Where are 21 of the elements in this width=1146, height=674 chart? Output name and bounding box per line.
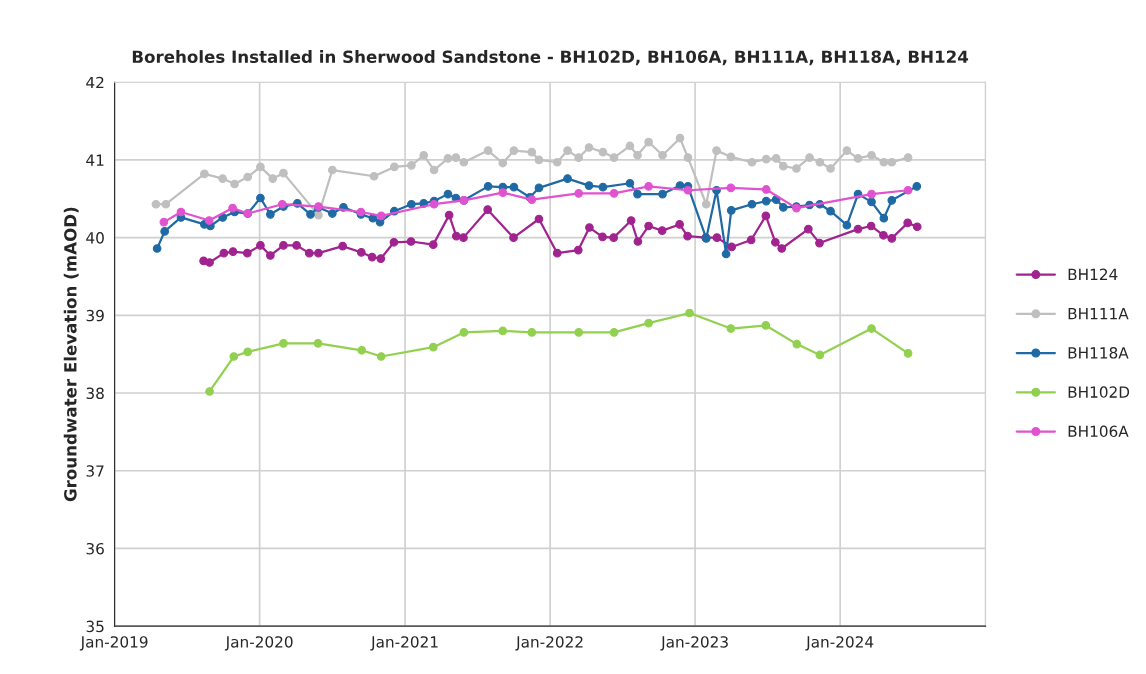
legend-label: BH124 (1068, 268, 1118, 280)
legend-label: BH106A (1068, 425, 1129, 438)
y-tick-label: 35 (86, 620, 104, 633)
chart-title: Boreholes Installed in Sherwood Sandstone - BH102D, BH106A, BH111A, BH118A, BH124 (132, 50, 969, 66)
y-tick-label: 38 (86, 387, 104, 400)
y-tick-label: 36 (86, 542, 104, 555)
legend-label: BH111A (1068, 308, 1129, 320)
x-tick-label: Jan-2022 (515, 636, 583, 651)
legend-label: BH118A (1068, 347, 1129, 359)
x-tick-label: Jan-2020 (224, 636, 293, 651)
y-tick-label: 41 (86, 154, 104, 166)
y-tick-label: 40 (86, 232, 104, 244)
legend-label: BH102D (1068, 386, 1130, 398)
y-tick-label: 37 (86, 465, 104, 477)
x-tick-label: Jan-2023 (660, 636, 728, 651)
x-tick-label: Jan-2021 (370, 636, 438, 651)
x-tick-label: Jan-2024 (805, 636, 874, 651)
y-tick-label: 39 (86, 309, 104, 322)
y-axis-title: Groundwater Elevation (mAOD) (63, 207, 79, 502)
y-tick-label: 42 (86, 76, 104, 89)
x-tick-label: Jan-2019 (79, 636, 148, 651)
